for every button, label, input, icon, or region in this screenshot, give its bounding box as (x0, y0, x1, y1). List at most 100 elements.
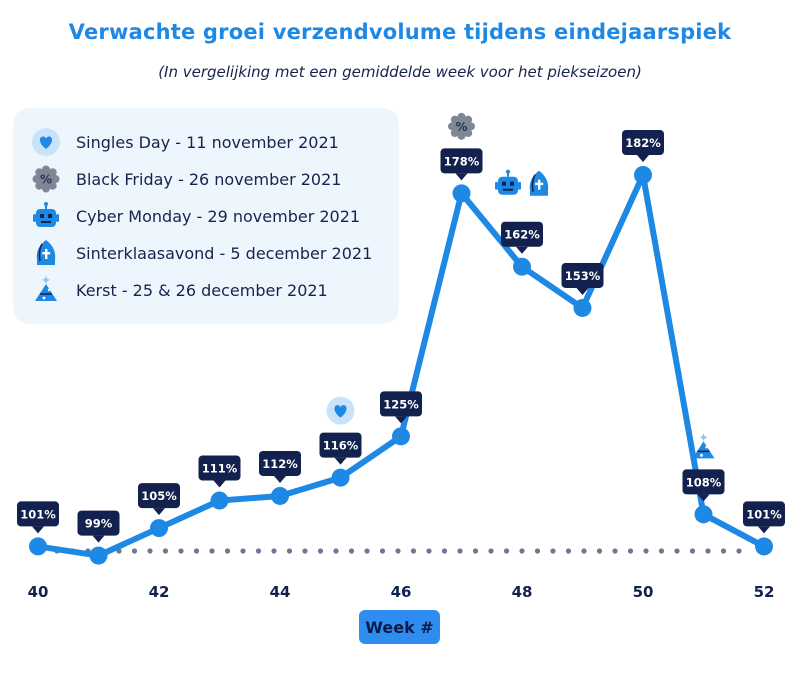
data-label: 153% (561, 262, 604, 295)
baseline-dot (317, 548, 324, 554)
baseline-dot (503, 548, 510, 554)
legend-label: Cyber Monday - 29 november 2021 (76, 206, 361, 226)
baseline-dot (426, 548, 432, 554)
baseline-dot (534, 548, 541, 554)
percent-badge-icon: % (448, 112, 475, 140)
data-label: 182% (622, 130, 664, 162)
baseline-dot (379, 548, 386, 554)
data-label: 125% (380, 391, 422, 424)
baseline-dot (271, 548, 277, 554)
baseline-dot (131, 548, 138, 554)
christmas-tree-icon (31, 275, 61, 305)
legend-label: Kerst - 25 & 26 december 2021 (76, 280, 328, 300)
data-point (89, 546, 108, 565)
data-point (29, 537, 47, 556)
legend-item-black-friday: % Black Friday - 26 november 2021 (31, 164, 341, 194)
baseline-dot (627, 548, 634, 554)
baseline-dot (488, 548, 494, 554)
baseline-dot (302, 548, 308, 554)
data-label: 101% (743, 501, 785, 534)
legend-item-cyber-monday: Cyber Monday - 29 november 2021 (31, 201, 360, 231)
baseline-dot (565, 548, 572, 554)
x-tick-label: 40 (28, 583, 49, 601)
baseline-dot (209, 548, 215, 554)
baseline-dot (255, 548, 262, 554)
baseline-dot (395, 548, 401, 554)
data-label: 162% (501, 221, 543, 254)
baseline-dot (689, 548, 696, 554)
data-label-text: 125% (383, 397, 419, 411)
legend-label: Singles Day - 11 november 2021 (76, 132, 339, 152)
baseline-dot (457, 548, 463, 554)
legend-label: Black Friday - 26 november 2021 (76, 169, 342, 189)
data-label-text: 108% (686, 475, 722, 489)
data-point (452, 184, 471, 203)
data-label-text: 105% (141, 489, 177, 503)
data-point (513, 257, 531, 276)
sinterklaas-mitre-icon (31, 238, 61, 268)
baseline-dot (658, 548, 665, 554)
heart-icon (326, 396, 355, 425)
data-label: 112% (259, 450, 301, 483)
baseline-dot (596, 548, 603, 554)
data-label-text: 153% (565, 269, 601, 283)
baseline-dot (472, 548, 479, 554)
sinterklaas-mitre-icon (529, 170, 549, 196)
baseline-dot (193, 548, 200, 554)
baseline-dot (736, 548, 742, 554)
data-label-text: 112% (262, 457, 298, 471)
baseline-dot (674, 548, 680, 554)
data-label: 101% (17, 501, 59, 534)
heart-icon (31, 127, 61, 157)
svg-text:%: % (455, 120, 467, 134)
baseline-dot (348, 548, 355, 554)
baseline-dot (240, 548, 246, 554)
baseline-dot (286, 548, 293, 554)
data-point (210, 491, 229, 510)
data-label: 99% (77, 510, 120, 543)
legend: Singles Day - 11 november 2021 % Black F… (13, 108, 399, 324)
robot-icon (495, 169, 521, 195)
data-label-text: 162% (504, 228, 540, 242)
data-label: 108% (682, 469, 725, 502)
baseline-dot (720, 548, 727, 554)
x-tick-label: 52 (754, 583, 775, 601)
robot-icon (31, 201, 61, 231)
x-tick-label: 46 (391, 583, 412, 601)
baseline-dot (550, 548, 556, 554)
baseline-dot (333, 548, 339, 554)
chart-title: Verwachte groei verzendvolume tijdens ei… (68, 20, 732, 44)
christmas-tree-icon (692, 433, 715, 459)
baseline-dot (162, 548, 169, 554)
baseline-dot (364, 548, 370, 554)
svg-text:%: % (40, 173, 52, 187)
data-label-text: 101% (20, 507, 56, 521)
data-label-text: 182% (625, 136, 661, 150)
percent-badge-icon: % (31, 164, 61, 194)
data-label: 178% (440, 148, 483, 181)
data-point (573, 298, 592, 317)
data-point (392, 427, 410, 446)
x-tick-label: 50 (633, 583, 654, 601)
data-point (331, 468, 350, 487)
data-label-text: 99% (85, 517, 113, 531)
data-point (694, 505, 713, 524)
data-point (150, 519, 168, 538)
data-label-text: 111% (202, 462, 238, 476)
baseline-dot (705, 548, 711, 554)
data-label: 111% (198, 455, 241, 488)
data-label-text: 116% (323, 439, 359, 453)
week-axis-label[interactable]: Week # (359, 610, 440, 644)
data-label-text: 178% (444, 154, 480, 168)
x-tick-label: 44 (270, 583, 291, 601)
data-point (634, 166, 652, 184)
legend-item-sinterklaas: Sinterklaasavond - 5 december 2021 (31, 238, 372, 268)
baseline-dot (441, 548, 448, 554)
baseline-dot (519, 548, 525, 554)
data-point (755, 537, 773, 556)
baseline-dot (612, 548, 618, 554)
x-tick-label: 42 (149, 583, 170, 601)
baseline-dot (410, 548, 417, 554)
chart-subtitle: (In vergelijking met een gemiddelde week… (158, 63, 642, 81)
